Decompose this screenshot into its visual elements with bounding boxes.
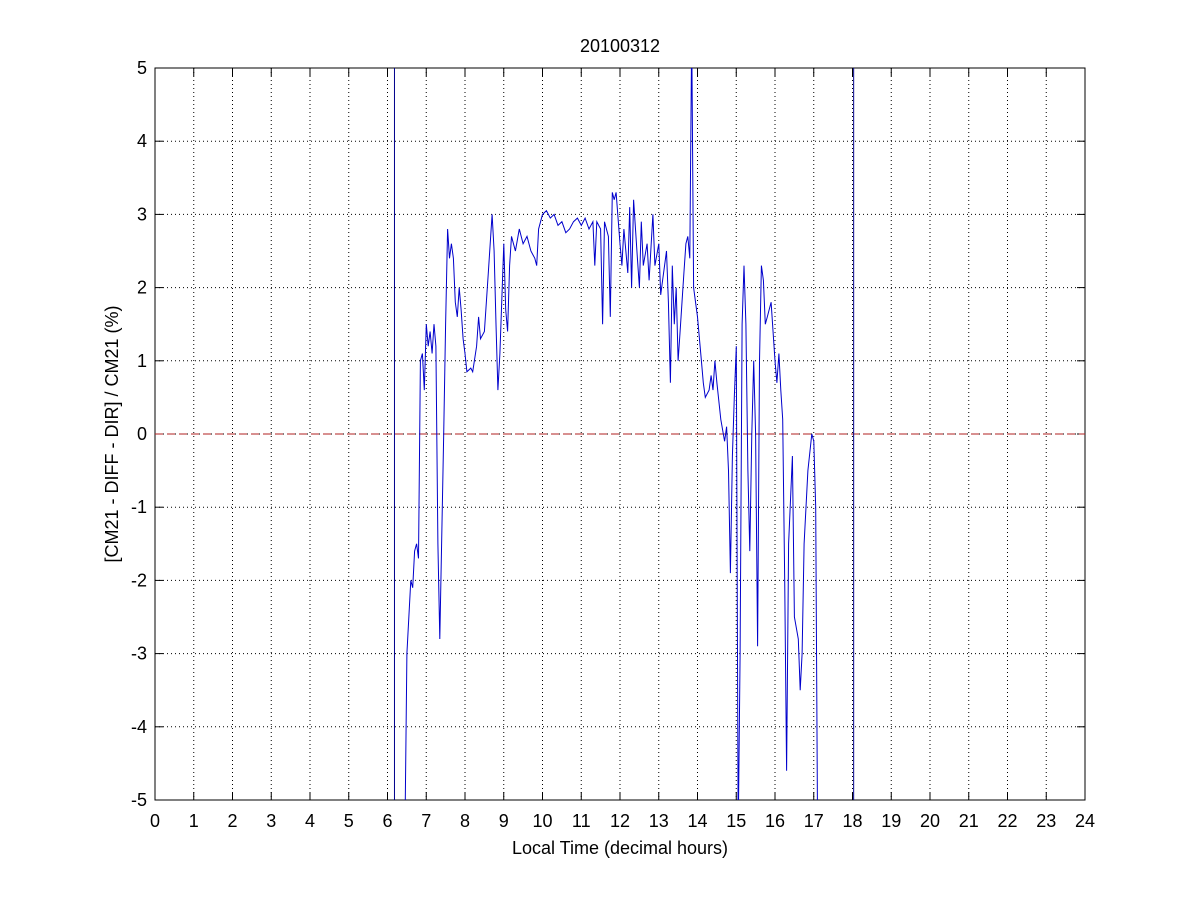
x-tick-label: 13 (649, 811, 669, 831)
x-tick-label: 19 (881, 811, 901, 831)
y-tick-label: 4 (137, 131, 147, 151)
x-tick-label: 15 (726, 811, 746, 831)
x-tick-label: 2 (227, 811, 237, 831)
y-tick-label: -3 (131, 644, 147, 664)
x-tick-label: 8 (460, 811, 470, 831)
x-tick-label: 5 (344, 811, 354, 831)
y-tick-label: 3 (137, 204, 147, 224)
y-axis-label: [CM21 - DIFF - DIR] / CM21 (%) (102, 305, 122, 562)
y-tick-label: -2 (131, 570, 147, 590)
x-tick-label: 10 (532, 811, 552, 831)
x-tick-label: 18 (842, 811, 862, 831)
x-tick-label: 7 (421, 811, 431, 831)
x-tick-label: 4 (305, 811, 315, 831)
y-tick-label: -4 (131, 717, 147, 737)
chart-title: 20100312 (580, 36, 660, 56)
x-tick-label: 14 (687, 811, 707, 831)
x-tick-label: 20 (920, 811, 940, 831)
x-tick-label: 17 (804, 811, 824, 831)
x-tick-label: 22 (997, 811, 1017, 831)
x-tick-label: 6 (382, 811, 392, 831)
x-tick-label: 24 (1075, 811, 1095, 831)
y-tick-label: -5 (131, 790, 147, 810)
y-tick-label: 1 (137, 351, 147, 371)
x-tick-label: 9 (499, 811, 509, 831)
x-axis-label: Local Time (decimal hours) (512, 838, 728, 858)
x-tick-label: 16 (765, 811, 785, 831)
y-tick-label: 0 (137, 424, 147, 444)
y-tick-label: 5 (137, 58, 147, 78)
x-tick-label: 12 (610, 811, 630, 831)
x-tick-label: 0 (150, 811, 160, 831)
x-tick-label: 21 (959, 811, 979, 831)
x-tick-label: 1 (189, 811, 199, 831)
x-tick-label: 3 (266, 811, 276, 831)
data-line (404, 68, 818, 800)
y-tick-label: -1 (131, 497, 147, 517)
y-tick-label: 2 (137, 278, 147, 298)
x-tick-label: 11 (572, 811, 591, 831)
x-tick-label: 23 (1036, 811, 1056, 831)
